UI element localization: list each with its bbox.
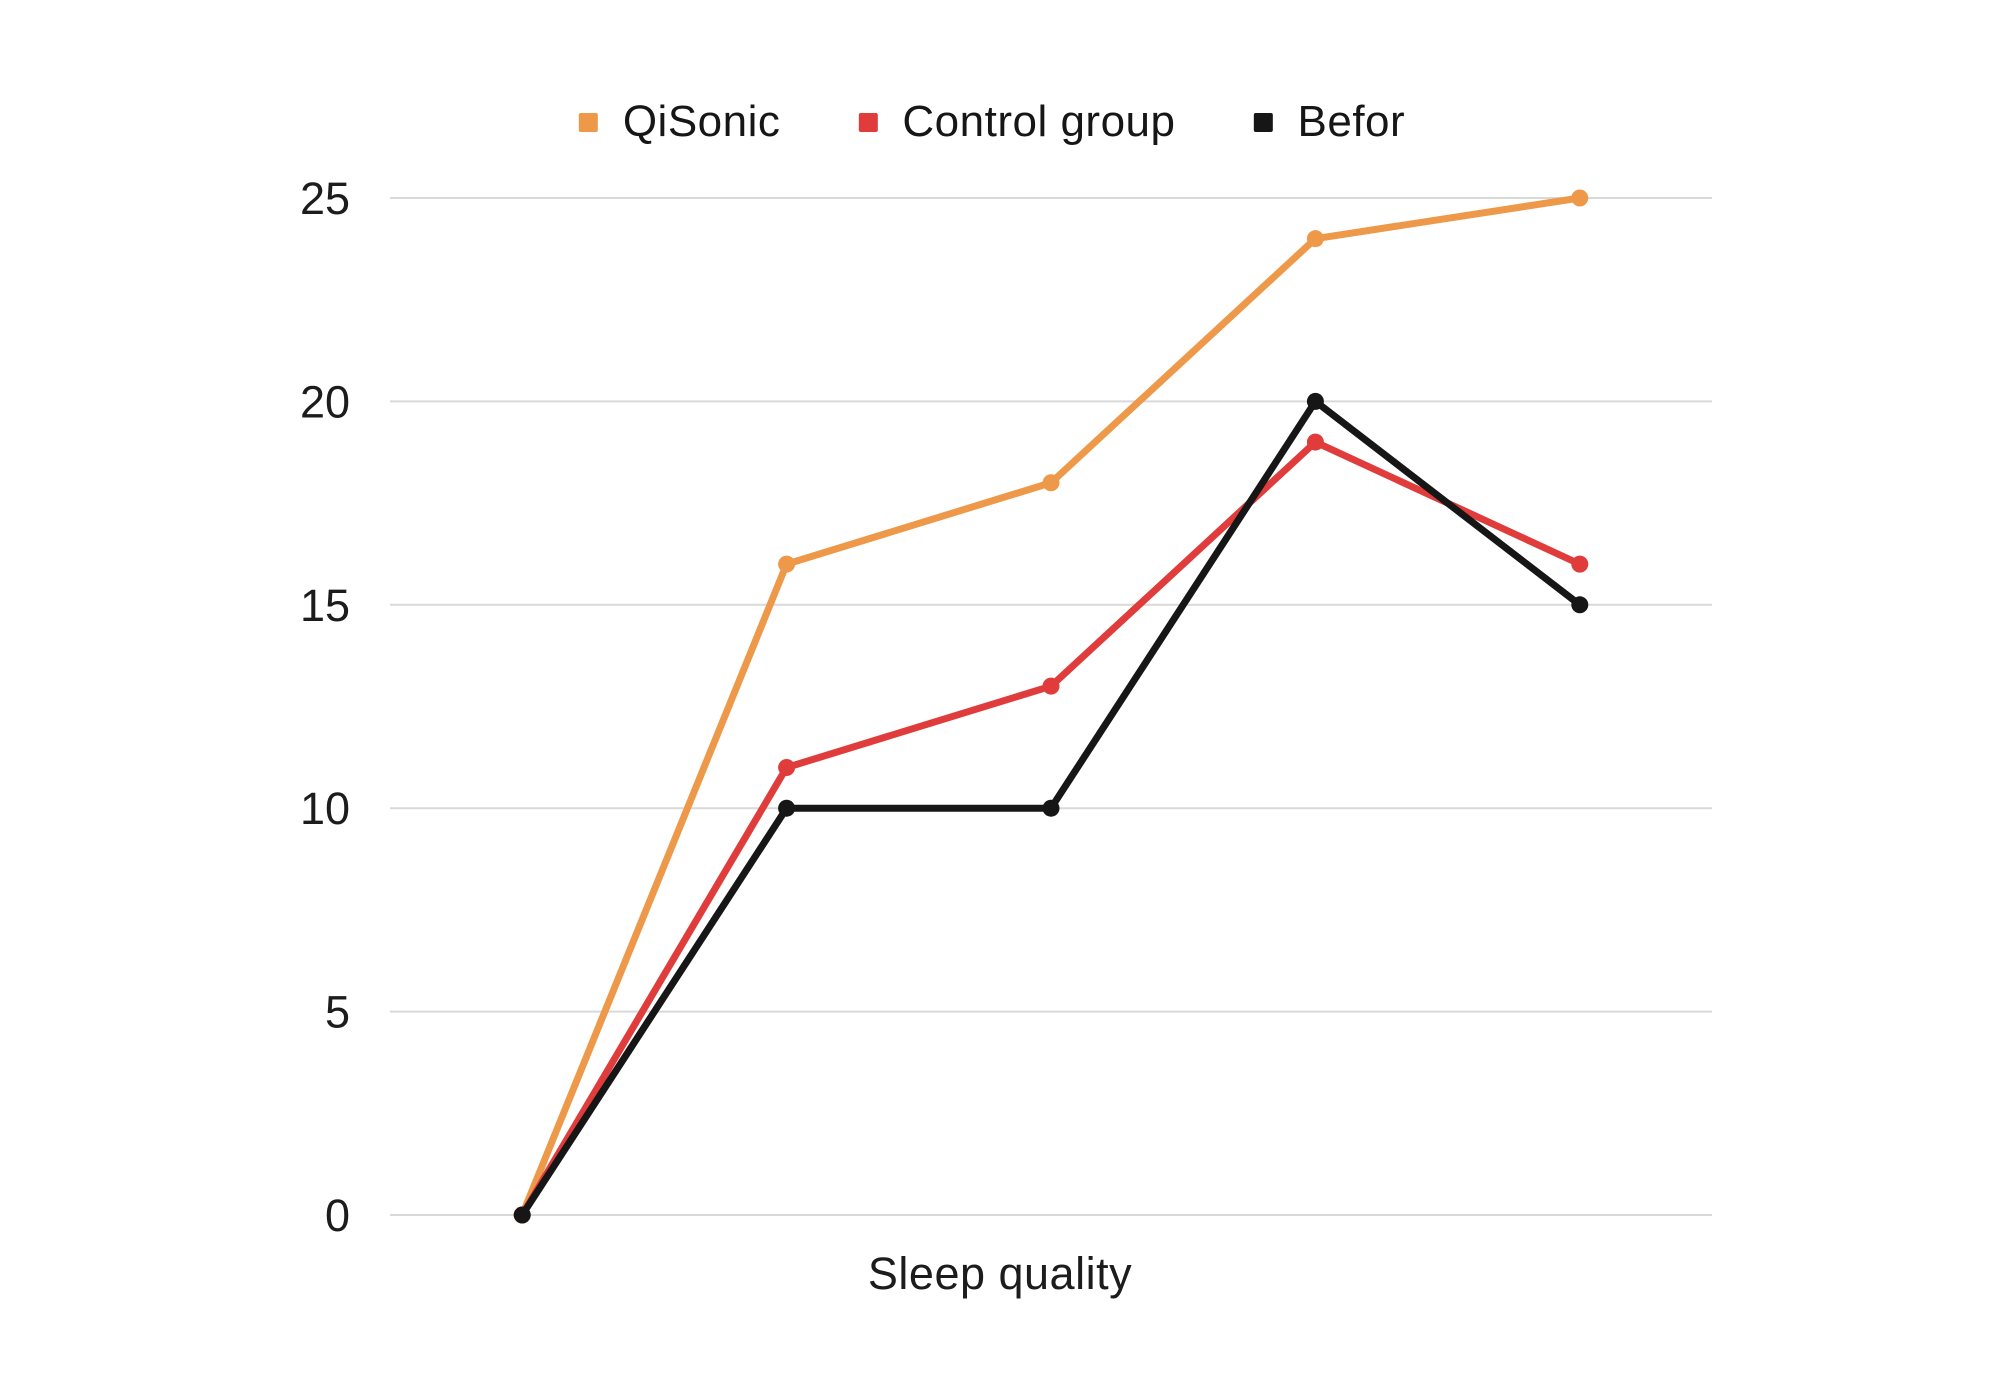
data-point-qisonic-5	[1571, 189, 1589, 207]
y-tick-label-15: 15	[300, 580, 350, 631]
y-tick-label-25: 25	[300, 173, 350, 224]
y-tick-label-5: 5	[325, 987, 350, 1038]
data-point-qisonic-2	[778, 555, 796, 573]
y-tick-label-10: 10	[300, 783, 350, 834]
data-point-control-group-2	[778, 759, 796, 777]
data-point-control-group-4	[1306, 433, 1324, 451]
data-point-control-group-3	[1042, 677, 1060, 695]
data-point-befor-2	[778, 799, 796, 817]
data-point-befor-1	[513, 1206, 531, 1224]
y-tick-label-20: 20	[300, 376, 350, 427]
legend-swatch-icon	[578, 112, 598, 132]
legend-label: QiSonic	[622, 97, 781, 146]
data-point-befor-5	[1571, 596, 1589, 614]
legend-swatch-icon	[858, 112, 878, 132]
y-tick-label-0: 0	[325, 1190, 350, 1241]
data-point-control-group-5	[1571, 555, 1589, 573]
series-line-qisonic	[518, 194, 1584, 1219]
legend-item-control-group: Control group	[858, 97, 1176, 146]
chart-legend: QiSonic Control group Befor	[578, 97, 1406, 146]
legend-swatch-icon	[1253, 112, 1273, 132]
x-axis-label: Sleep quality	[867, 1248, 1133, 1299]
data-point-qisonic-4	[1306, 230, 1324, 248]
legend-label: Befor	[1297, 97, 1406, 146]
legend-item-befor: Befor	[1253, 97, 1406, 146]
data-point-befor-4	[1306, 392, 1324, 410]
data-point-qisonic-3	[1042, 474, 1060, 492]
data-point-befor-3	[1042, 799, 1060, 817]
legend-item-qisonic: QiSonic	[578, 97, 781, 146]
legend-label: Control group	[902, 97, 1176, 146]
